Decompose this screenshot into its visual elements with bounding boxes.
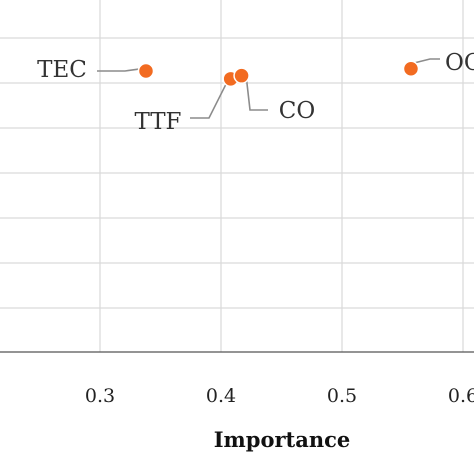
x-axis-title: Importance	[214, 427, 351, 452]
point-label-tec: TEC	[37, 57, 87, 83]
leader-line-oc	[414, 58, 440, 64]
point-labels: TEC TTF CO OC	[37, 50, 474, 135]
leader-lines	[97, 58, 440, 119]
x-tick-label-3: 0.6	[448, 385, 474, 407]
x-tick-labels: 0.3 0.4 0.5 0.6	[85, 385, 474, 407]
leader-line-ttf	[190, 82, 228, 119]
data-points	[137, 60, 420, 88]
leader-line-co	[245, 79, 268, 111]
point-label-oc: OC	[445, 50, 474, 76]
data-point-oc	[402, 60, 420, 78]
leader-line-tec	[97, 68, 141, 72]
x-tick-label-2: 0.5	[327, 385, 357, 407]
point-label-co: CO	[279, 98, 315, 124]
point-label-ttf: TTF	[134, 109, 181, 135]
data-point-tec	[137, 62, 155, 80]
data-point-co	[233, 67, 250, 84]
x-tick-label-1: 0.4	[206, 385, 236, 407]
x-tick-label-0: 0.3	[85, 385, 115, 407]
grid	[0, 0, 474, 352]
